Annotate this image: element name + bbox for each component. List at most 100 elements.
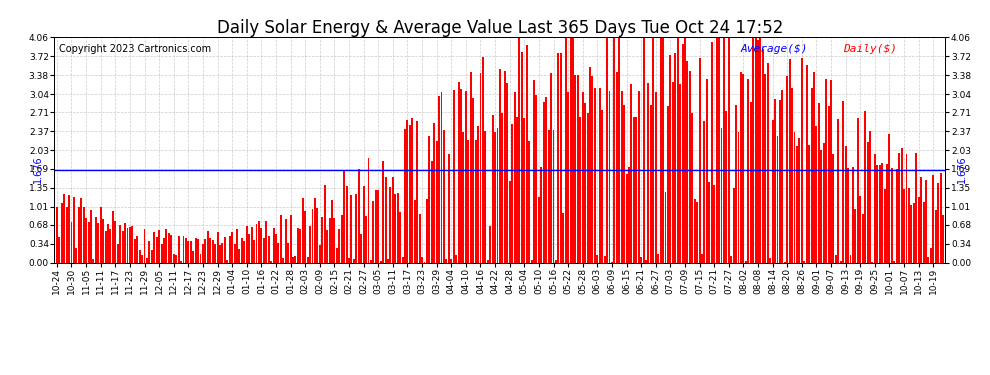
Bar (519, 38, 521, 262)
Bar (447, 154, 449, 262)
Bar (294, 256, 296, 262)
Bar (731, 256, 733, 262)
Bar (137, 237, 139, 262)
Bar (258, 221, 260, 262)
Bar (541, 166, 543, 262)
Bar (112, 211, 114, 262)
Bar (744, 261, 746, 262)
Bar (334, 218, 336, 262)
Bar (706, 79, 708, 262)
Bar (399, 212, 401, 262)
Bar (594, 88, 596, 262)
Bar (555, 260, 557, 262)
Bar (504, 71, 506, 262)
Bar (190, 242, 192, 262)
Bar (253, 240, 255, 262)
Bar (501, 113, 503, 262)
Bar (689, 71, 691, 262)
Bar (638, 91, 640, 262)
Bar (487, 260, 489, 262)
Bar (928, 257, 930, 262)
Bar (232, 232, 233, 262)
Bar (312, 209, 314, 262)
Bar (903, 189, 905, 262)
Bar (645, 260, 647, 262)
Bar (122, 231, 124, 262)
Bar (545, 97, 547, 262)
Bar (224, 237, 226, 262)
Bar (275, 234, 277, 262)
Bar (217, 232, 219, 262)
Bar (127, 228, 129, 262)
Bar (916, 153, 917, 262)
Bar (182, 236, 184, 262)
Bar (918, 197, 920, 262)
Bar (219, 245, 221, 262)
Bar (214, 244, 216, 262)
Bar (526, 45, 528, 262)
Bar (796, 146, 798, 262)
Bar (357, 169, 359, 262)
Bar (352, 259, 354, 262)
Bar (287, 243, 289, 262)
Bar (421, 256, 423, 262)
Bar (511, 124, 513, 262)
Bar (672, 82, 674, 262)
Bar (95, 217, 97, 262)
Bar (591, 76, 593, 262)
Bar (861, 214, 863, 262)
Bar (380, 261, 381, 262)
Bar (124, 223, 126, 262)
Bar (244, 242, 246, 262)
Bar (923, 202, 925, 262)
Bar (402, 256, 404, 262)
Bar (267, 236, 269, 262)
Bar (938, 183, 940, 262)
Bar (92, 259, 94, 262)
Bar (262, 238, 264, 262)
Bar (711, 42, 713, 262)
Bar (852, 167, 854, 262)
Bar (443, 130, 445, 262)
Bar (336, 248, 338, 262)
Bar (718, 38, 720, 262)
Bar (521, 52, 523, 262)
Bar (119, 225, 121, 262)
Bar (908, 188, 910, 262)
Bar (898, 153, 900, 262)
Bar (160, 244, 162, 262)
Bar (331, 200, 333, 262)
Bar (893, 261, 895, 262)
Bar (716, 38, 718, 262)
Bar (806, 65, 808, 262)
Bar (798, 138, 800, 262)
Bar (609, 90, 611, 262)
Bar (830, 80, 832, 262)
Bar (514, 92, 516, 262)
Bar (913, 203, 915, 262)
Bar (446, 258, 447, 262)
Bar (387, 260, 389, 262)
Bar (874, 154, 876, 262)
Bar (529, 141, 530, 262)
Bar (696, 202, 698, 262)
Bar (404, 129, 406, 262)
Bar (791, 88, 793, 262)
Bar (779, 100, 781, 262)
Bar (816, 126, 818, 262)
Bar (75, 248, 77, 262)
Bar (83, 207, 84, 262)
Bar (394, 194, 396, 262)
Bar (708, 182, 710, 262)
Bar (489, 226, 491, 262)
Bar (643, 38, 644, 262)
Bar (547, 130, 549, 262)
Bar (148, 240, 150, 262)
Bar (450, 259, 452, 262)
Bar (114, 221, 116, 262)
Bar (97, 223, 99, 262)
Bar (567, 92, 569, 262)
Bar (835, 255, 837, 262)
Bar (146, 258, 148, 262)
Bar (940, 173, 941, 262)
